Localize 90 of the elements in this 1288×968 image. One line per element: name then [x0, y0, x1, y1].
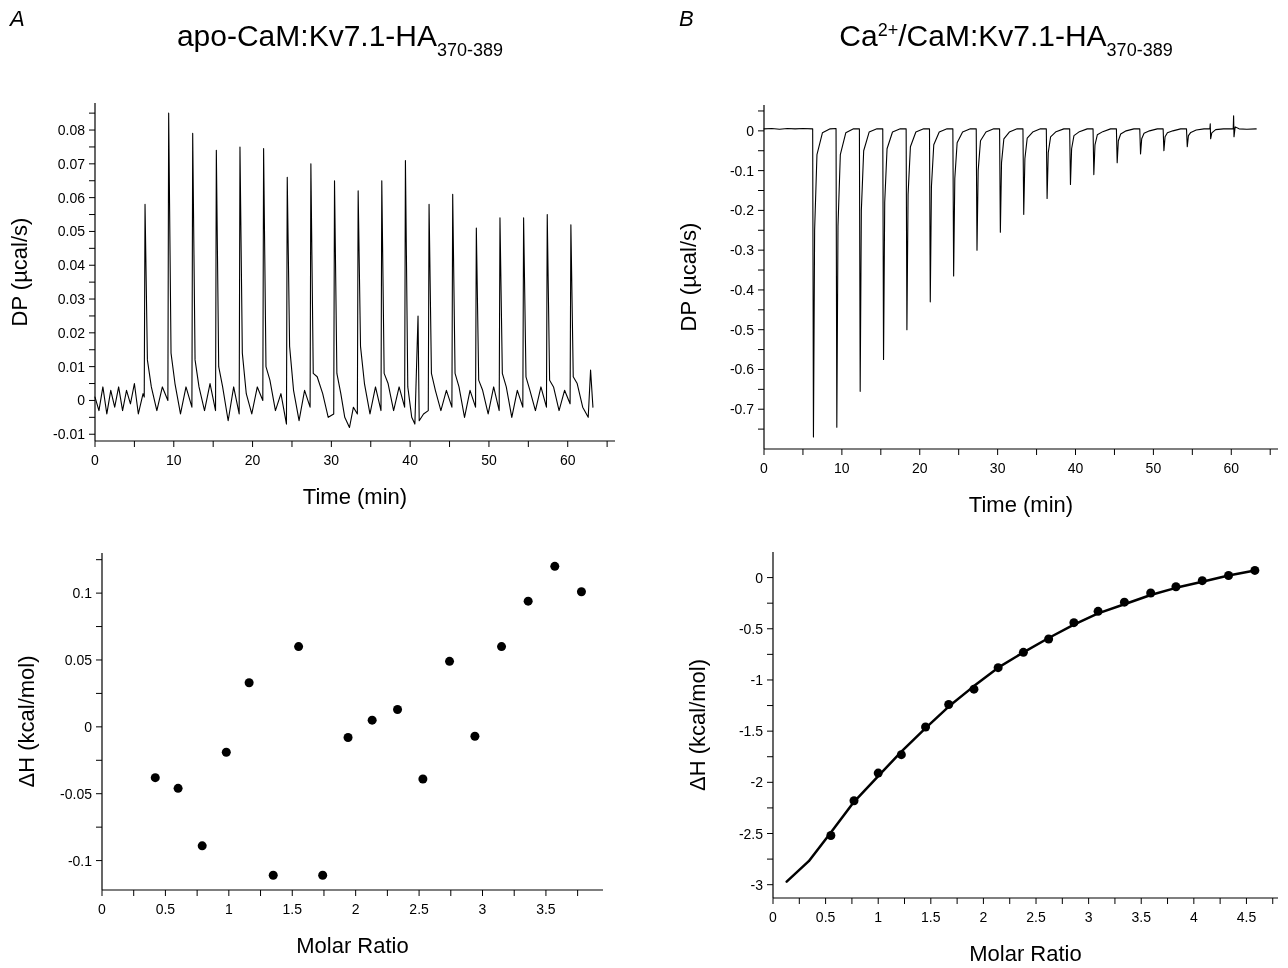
point: [470, 731, 480, 741]
x-tick-label: 0.5: [155, 901, 176, 917]
point: [523, 596, 533, 606]
y-axis-title: ΔH (kcal/mol): [685, 658, 710, 792]
x-tick-label: 30: [989, 460, 1006, 476]
point: [268, 870, 278, 880]
y-tick-label: 0.05: [64, 651, 93, 668]
point: [294, 642, 304, 652]
point: [393, 704, 403, 714]
y-tick-label: -0.1: [729, 162, 755, 179]
x-tick-label: 3.5: [536, 901, 556, 917]
x-tick-label: 2: [979, 909, 988, 925]
text: B: [679, 6, 694, 31]
chart-title: Ca$^{2+}$/CaM:Kv7.1-HA$_{370-389}$: [839, 19, 1173, 60]
x-tick-label: 1: [874, 909, 883, 925]
y-tick-label: -0.7: [729, 401, 755, 418]
y-tick-label: 0: [755, 569, 764, 586]
y-tick-label: -0.05: [60, 785, 93, 802]
y-tick-label: 0.06: [57, 189, 86, 206]
y-tick-label: -0.3: [729, 242, 755, 259]
y-tick-label: -1: [750, 671, 764, 688]
x-axis-title: Molar Ratio: [296, 933, 409, 958]
y-tick-label: 0.05: [57, 223, 86, 240]
x-tick-label: 3: [478, 901, 487, 917]
x-tick-label: 10: [834, 460, 850, 476]
y-tick-label: 0: [84, 718, 93, 735]
point: [150, 773, 160, 783]
y-tick-label: 0.01: [57, 358, 86, 375]
point: [197, 841, 207, 851]
x-tick-label: 30: [323, 452, 340, 468]
point: [497, 642, 507, 652]
text: A: [8, 6, 25, 31]
y-axis-title: DP (µcal/s): [7, 217, 32, 327]
x-tick-label: 0: [98, 901, 107, 917]
x-tick-label: 50: [1145, 460, 1162, 476]
x-tick-label: 4.5: [1236, 909, 1257, 925]
x-tick-label: 1: [224, 901, 233, 917]
y-tick-label: -0.5: [738, 620, 764, 637]
y-tick-label: 0.1: [72, 585, 93, 602]
y-tick-label: -0.4: [729, 281, 755, 298]
point: [173, 783, 183, 793]
y-tick-label: -0.1: [67, 852, 93, 869]
y-axis-title: ΔH (kcal/mol): [14, 655, 39, 788]
x-tick-label: 20: [911, 460, 928, 476]
x-tick-label: 1.5: [282, 901, 303, 917]
x-tick-label: 60: [559, 452, 576, 468]
x-tick-label: 10: [166, 452, 182, 468]
point: [445, 656, 455, 666]
x-tick-label: 20: [244, 452, 261, 468]
x-tick-label: 0: [769, 909, 778, 925]
y-tick-label: -0.6: [729, 361, 755, 378]
x-axis-title: Molar Ratio: [969, 941, 1082, 966]
point: [550, 561, 560, 571]
x-tick-label: 3.5: [1131, 909, 1152, 925]
point: [367, 715, 377, 725]
chart-title: apo-CaM:Kv7.1-HA$_{370-389}$: [176, 19, 504, 60]
y-tick-label: 0.07: [57, 155, 86, 172]
x-tick-label: 3: [1084, 909, 1093, 925]
x-tick-label: 1.5: [921, 909, 941, 925]
y-tick-label: -2.5: [738, 825, 764, 842]
x-tick-label: 60: [1223, 460, 1240, 476]
y-tick-label: 0: [746, 122, 755, 139]
y-tick-label: -1.5: [738, 723, 764, 740]
x-tick-label: 0.5: [815, 909, 836, 925]
x-tick-label: 40: [1067, 460, 1084, 476]
point: [418, 774, 428, 784]
y-tick-label: 0.04: [57, 257, 86, 274]
y-tick-label: -0.2: [729, 202, 755, 219]
point: [343, 733, 353, 743]
x-tick-label: 2.5: [1026, 909, 1046, 925]
point: [221, 747, 231, 757]
x-tick-label: 40: [402, 452, 419, 468]
x-tick-label: 2.5: [409, 901, 430, 917]
y-tick-label: -0.01: [53, 426, 86, 443]
y-tick-label: -0.5: [729, 321, 755, 338]
x-axis-title: Time (min): [302, 484, 408, 509]
y-tick-label: -2: [750, 774, 764, 791]
x-axis-title: Time (min): [968, 492, 1074, 517]
y-tick-label: 0.02: [57, 324, 86, 341]
y-tick-label: 0.03: [57, 291, 86, 308]
y-tick-label: 0.08: [57, 122, 86, 139]
x-tick-label: 50: [481, 452, 497, 468]
y-tick-label: -3: [750, 876, 764, 893]
point: [318, 870, 328, 880]
point: [244, 678, 254, 688]
x-tick-label: 2: [351, 901, 360, 917]
y-axis-title: DP (µcal/s): [676, 222, 701, 332]
point: [576, 587, 586, 597]
y-tick-label: 0: [77, 392, 86, 409]
x-tick-label: 4: [1189, 909, 1198, 925]
